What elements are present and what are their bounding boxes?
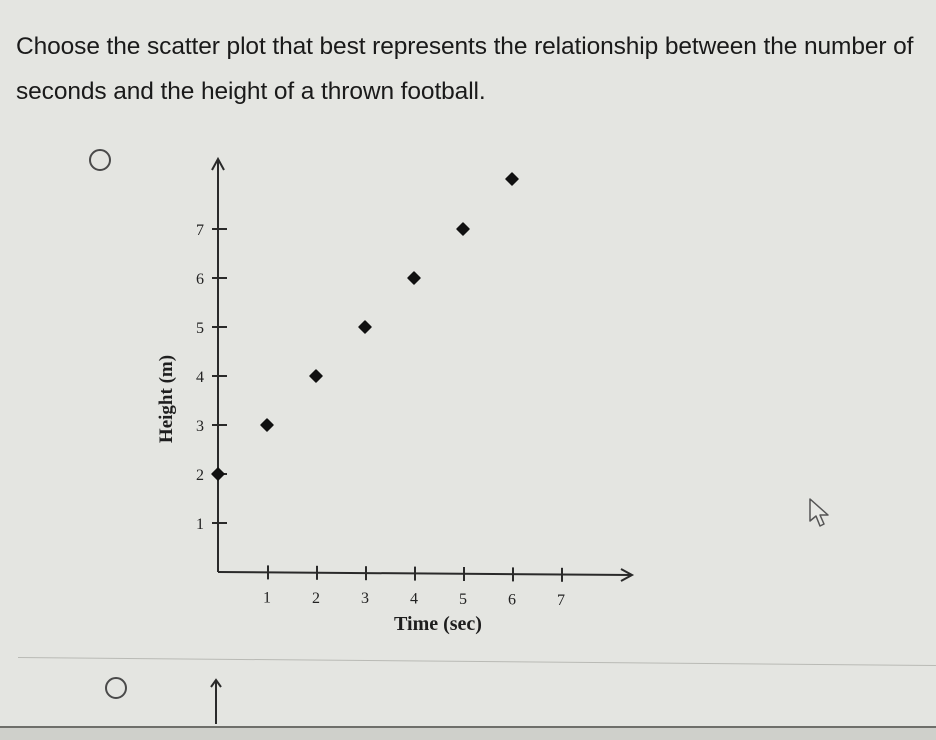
svg-text:2: 2	[196, 467, 204, 484]
svg-text:6: 6	[196, 271, 204, 288]
y-axis-label: Height (m)	[156, 355, 177, 443]
svg-text:2: 2	[312, 590, 320, 607]
page-bottom-edge	[0, 726, 936, 740]
data-point	[358, 320, 372, 334]
scatter-plot-option-a: 1 2 3 4 5 6 7 1 2 3 4 5 6 7 Time (sec) Height (m)	[156, 156, 635, 635]
x-tick: 1	[263, 565, 271, 606]
x-axis-label: Time (sec)	[394, 613, 482, 635]
svg-text:4: 4	[410, 591, 418, 608]
x-tick: 5	[459, 567, 467, 608]
chart-axes	[211, 156, 635, 582]
data-point	[407, 271, 421, 285]
y-tick: 5	[196, 320, 227, 337]
svg-text:3: 3	[361, 590, 369, 607]
svg-text:6: 6	[508, 591, 516, 608]
y-tick: 3	[196, 418, 227, 435]
y-tick: 7	[196, 222, 227, 239]
svg-text:5: 5	[196, 320, 204, 337]
svg-text:1: 1	[263, 589, 271, 606]
data-point	[260, 418, 274, 432]
data-points	[211, 172, 519, 481]
x-tick: 4	[410, 566, 418, 608]
svg-text:1: 1	[196, 516, 204, 533]
svg-text:7: 7	[196, 222, 204, 239]
option-b-radio[interactable]	[105, 677, 127, 699]
x-axis-ticks: 1 2 3 4 5 6 7	[263, 565, 565, 609]
svg-text:3: 3	[196, 418, 204, 435]
x-tick: 2	[312, 565, 320, 607]
svg-text:5: 5	[459, 591, 467, 608]
up-arrow-icon	[210, 678, 222, 724]
data-point	[309, 369, 323, 383]
x-tick: 7	[557, 567, 565, 609]
data-point	[211, 467, 225, 481]
x-tick: 6	[508, 567, 516, 608]
y-axis-ticks: 1 2 3 4 5 6 7	[196, 222, 227, 533]
svg-text:4: 4	[196, 369, 204, 386]
y-tick: 1	[196, 516, 227, 533]
question-text: Choose the scatter plot that best repres…	[16, 33, 914, 105]
mouse-pointer-icon	[809, 498, 829, 527]
data-point	[456, 222, 470, 236]
data-point	[505, 172, 519, 186]
svg-text:7: 7	[557, 592, 565, 609]
y-tick: 4	[196, 369, 227, 386]
y-tick: 6	[196, 271, 227, 288]
option-a-radio[interactable]	[89, 149, 111, 171]
x-tick: 3	[361, 566, 369, 607]
